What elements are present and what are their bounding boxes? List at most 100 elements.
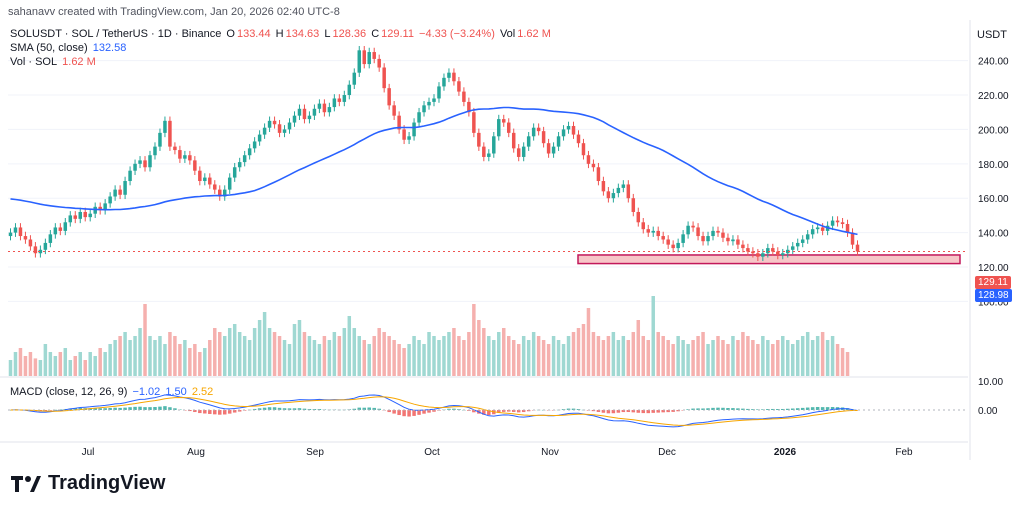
candle-body[interactable]: [133, 163, 137, 171]
candle-body[interactable]: [208, 177, 212, 185]
candle-body[interactable]: [63, 222, 68, 231]
candle-body[interactable]: [601, 181, 606, 192]
candle-body[interactable]: [203, 177, 207, 182]
candle-body[interactable]: [242, 155, 247, 163]
candle-body[interactable]: [462, 91, 466, 102]
candle-body[interactable]: [173, 146, 177, 151]
candle-body[interactable]: [711, 230, 715, 237]
candle-body[interactable]: [835, 220, 840, 223]
candle-body[interactable]: [482, 146, 486, 157]
candle-body[interactable]: [506, 122, 511, 133]
candle-body[interactable]: [511, 132, 516, 149]
candle-body[interactable]: [721, 232, 725, 238]
candle-body[interactable]: [571, 125, 576, 135]
candle-body[interactable]: [546, 143, 551, 154]
candle-body[interactable]: [756, 253, 760, 257]
candle-body[interactable]: [128, 170, 132, 182]
candle-body[interactable]: [626, 184, 631, 199]
candles[interactable]: [8, 46, 860, 261]
candle-body[interactable]: [561, 129, 566, 137]
candle-body[interactable]: [661, 236, 665, 240]
candle-body[interactable]: [407, 136, 411, 140]
candle-body[interactable]: [28, 239, 33, 247]
candle-body[interactable]: [153, 146, 157, 156]
candle-body[interactable]: [790, 246, 795, 250]
candle-body[interactable]: [731, 239, 735, 242]
candle-body[interactable]: [68, 215, 73, 223]
candle-body[interactable]: [73, 215, 78, 219]
candle-body[interactable]: [761, 253, 765, 257]
candle-body[interactable]: [820, 227, 825, 231]
candle-body[interactable]: [347, 84, 352, 96]
candle-body[interactable]: [766, 248, 770, 254]
candle-body[interactable]: [686, 225, 690, 235]
candle-body[interactable]: [746, 248, 750, 252]
candle-body[interactable]: [287, 122, 292, 130]
candle-body[interactable]: [566, 125, 571, 130]
candle-body[interactable]: [840, 222, 845, 225]
candle-body[interactable]: [621, 184, 626, 188]
candle-body[interactable]: [108, 196, 112, 204]
candle-body[interactable]: [352, 72, 357, 85]
candle-body[interactable]: [845, 224, 850, 233]
candle-body[interactable]: [741, 244, 745, 249]
volume-legend[interactable]: Vol · SOL 1.62 M: [10, 56, 98, 68]
candle-body[interactable]: [178, 150, 182, 159]
candle-body[interactable]: [78, 211, 82, 219]
candle-body[interactable]: [810, 229, 815, 235]
candle-body[interactable]: [302, 108, 307, 120]
candle-body[interactable]: [502, 119, 506, 123]
macd-legend[interactable]: MACD (close, 12, 26, 9) −1.02 1.50 2.52: [10, 386, 215, 398]
symbol-legend[interactable]: SOLUSDT · SOL / TetherUS · 1D · Binance …: [10, 28, 553, 40]
candle-body[interactable]: [526, 136, 531, 147]
candle-body[interactable]: [198, 170, 202, 182]
candle-body[interactable]: [736, 239, 740, 245]
candle-body[interactable]: [23, 236, 28, 240]
candle-body[interactable]: [307, 115, 312, 120]
candle-body[interactable]: [646, 229, 650, 233]
candle-body[interactable]: [412, 122, 416, 137]
candle-body[interactable]: [103, 203, 107, 211]
candle-body[interactable]: [292, 115, 297, 123]
candle-body[interactable]: [257, 134, 262, 142]
candle-body[interactable]: [282, 129, 287, 133]
candle-body[interactable]: [676, 242, 680, 249]
candle-body[interactable]: [123, 181, 127, 195]
candle-body[interactable]: [442, 77, 446, 87]
candle-body[interactable]: [726, 237, 730, 242]
candle-body[interactable]: [800, 239, 805, 243]
candle-body[interactable]: [576, 134, 581, 144]
candle-body[interactable]: [213, 184, 217, 190]
candle-body[interactable]: [148, 155, 152, 168]
candle-body[interactable]: [113, 189, 117, 197]
candle-body[interactable]: [277, 124, 282, 133]
candle-body[interactable]: [367, 52, 371, 65]
candle-body[interactable]: [536, 127, 541, 132]
candle-body[interactable]: [521, 146, 526, 157]
candle-body[interactable]: [591, 163, 596, 168]
candle-body[interactable]: [218, 189, 222, 197]
candle-body[interactable]: [322, 103, 327, 113]
candle-body[interactable]: [457, 81, 461, 92]
candle-body[interactable]: [372, 52, 376, 59]
candle-body[interactable]: [447, 72, 451, 78]
candle-body[interactable]: [342, 95, 347, 102]
candle-body[interactable]: [781, 253, 785, 255]
candle-body[interactable]: [606, 191, 611, 199]
candle-body[interactable]: [651, 230, 655, 233]
sma-legend[interactable]: SMA (50, close) 132.58: [10, 42, 128, 54]
candle-body[interactable]: [786, 249, 790, 254]
candle-body[interactable]: [327, 107, 332, 113]
candle-body[interactable]: [696, 227, 700, 237]
candle-body[interactable]: [531, 127, 536, 137]
candle-body[interactable]: [771, 248, 775, 252]
symbol-text[interactable]: SOLUSDT · SOL / TetherUS · 1D · Binance: [10, 28, 222, 40]
candle-body[interactable]: [815, 227, 820, 230]
candle-body[interactable]: [751, 251, 755, 254]
candle-body[interactable]: [397, 115, 401, 130]
candle-body[interactable]: [8, 232, 13, 237]
candle-body[interactable]: [38, 249, 43, 254]
candle-body[interactable]: [48, 234, 53, 243]
candle-body[interactable]: [357, 50, 362, 73]
candle-body[interactable]: [193, 160, 197, 171]
